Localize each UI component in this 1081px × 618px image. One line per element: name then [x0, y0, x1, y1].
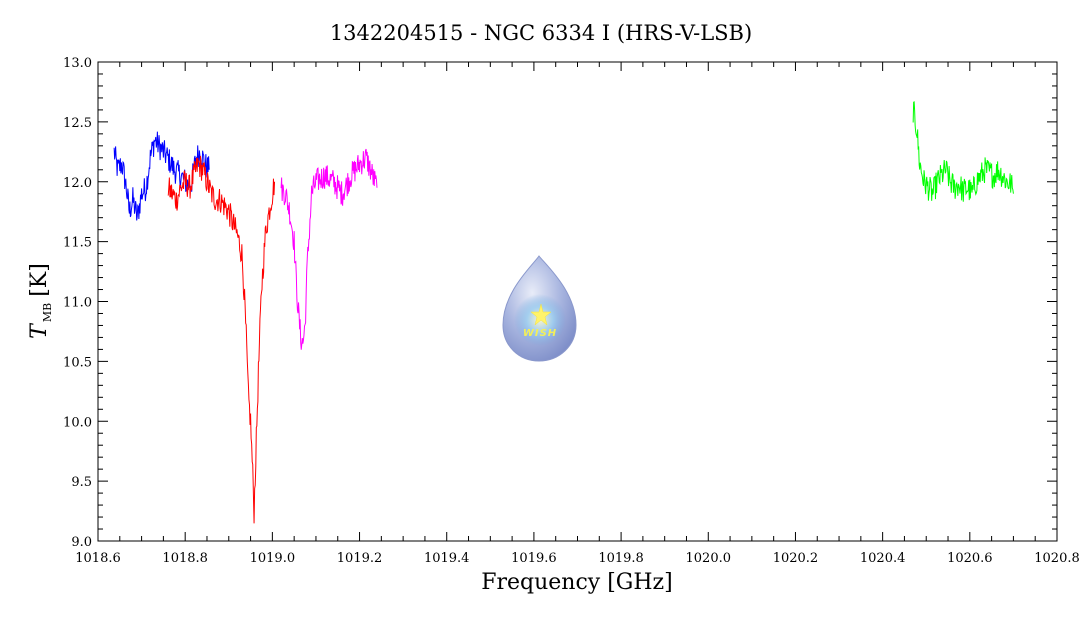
y-tick-label: 9.0	[71, 535, 92, 550]
series-line-3	[280, 148, 378, 350]
y-tick-label: 12.5	[63, 116, 92, 131]
star-icon	[530, 303, 552, 326]
y-axis-symbol: T	[27, 322, 52, 339]
x-tick-label: 1019.2	[337, 551, 383, 566]
y-axis-subscript: MB	[41, 303, 54, 322]
y-tick-label: 13.0	[63, 56, 92, 71]
svg-text:TMB[K]: TMB [K]	[27, 263, 54, 339]
logo-text: WISH	[523, 328, 557, 339]
x-tick-label: 1020.8	[1034, 551, 1080, 566]
series-line-1	[113, 131, 210, 221]
y-tick-label: 9.5	[71, 475, 92, 490]
x-tick-label: 1019.4	[424, 551, 470, 566]
axis-ticks	[97, 61, 1058, 542]
y-tick-label: 10.0	[63, 415, 92, 430]
x-tick-label: 1020.2	[773, 551, 819, 566]
x-tick-labels: 1018.6 1018.8 1019.0 1019.2 1019.4 1019.6 1019…	[75, 551, 1080, 566]
wish-logo: WISH	[502, 255, 577, 362]
series-line-4	[912, 101, 1014, 202]
y-tick-label: 11.0	[63, 296, 92, 311]
plot-frame	[97, 61, 1058, 542]
x-tick-label: 1019.6	[511, 551, 557, 566]
y-tick-label: 11.5	[63, 236, 92, 251]
x-tick-label: 1018.6	[75, 551, 121, 566]
data-series	[113, 101, 1014, 524]
x-axis-label: Frequency [GHz]	[481, 570, 673, 595]
y-tick-labels: 9.0 9.5 10.0 10.5 11.0 11.5 12.0 12.5 13.0	[63, 56, 92, 550]
y-axis-label: TMB [K]	[27, 263, 54, 339]
y-tick-label: 12.0	[63, 176, 92, 191]
y-tick-label: 10.5	[63, 355, 92, 370]
x-tick-label: 1020.0	[686, 551, 732, 566]
x-tick-label: 1019.8	[598, 551, 644, 566]
x-tick-label: 1020.4	[860, 551, 906, 566]
x-tick-label: 1018.8	[162, 551, 208, 566]
x-tick-label: 1020.6	[947, 551, 993, 566]
y-axis-unit: [K]	[27, 263, 52, 297]
series-line-2	[167, 155, 276, 524]
chart-title: 1342204515 - NGC 6334 I (HRS-V-LSB)	[330, 21, 752, 45]
x-tick-label: 1019.0	[250, 551, 296, 566]
